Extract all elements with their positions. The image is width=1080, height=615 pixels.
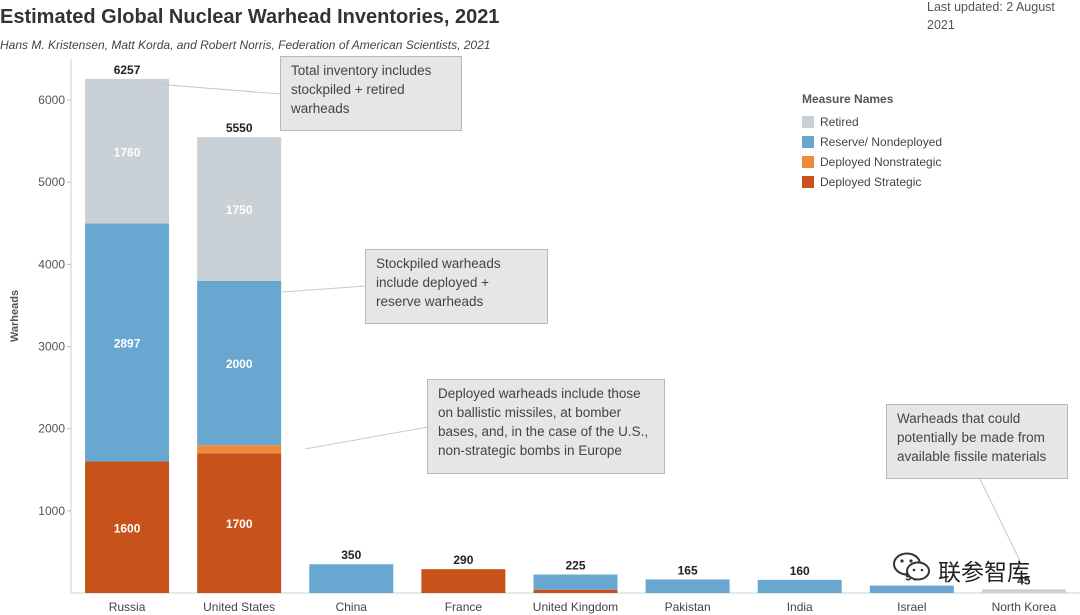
legend-item-reserve[interactable]: Reserve/ Nondeployed	[802, 132, 942, 152]
legend-title: Measure Names	[802, 92, 894, 106]
legend-item-retired[interactable]: Retired	[802, 112, 942, 132]
segment-label-united-states-deployed-strategic: 1700	[226, 517, 253, 531]
bar-united-kingdom-deployed-strategic	[533, 589, 618, 593]
x-tick-label-pakistan: Pakistan	[665, 600, 711, 614]
y-tick-label-1000: 1000	[38, 504, 65, 518]
bar-united-states-retired	[197, 137, 282, 281]
bar-russia-reserve-nondeployed	[85, 223, 170, 462]
y-tick-label-6000: 6000	[38, 93, 65, 107]
legend-swatch-deployed-strategic	[802, 176, 814, 188]
legend: Measure Names Retired Reserve/ Nondeploy…	[802, 92, 942, 192]
total-label-china: 350	[341, 548, 361, 562]
legend-label-deployed-nonstrategic: Deployed Nonstrategic	[820, 155, 942, 169]
legend-swatch-retired	[802, 116, 814, 128]
legend-label-deployed-strategic: Deployed Strategic	[820, 175, 922, 189]
annotation-fissile: Warheads that could potentially be made …	[886, 404, 1068, 479]
x-tick-label-united-states: United States	[203, 600, 275, 614]
legend-item-deployed-nonstrategic[interactable]: Deployed Nonstrategic	[802, 152, 942, 172]
annotation-leader-2	[281, 285, 367, 293]
x-tick-label-india: India	[787, 600, 813, 614]
annotation-leader-1	[154, 83, 282, 95]
total-label-india: 160	[790, 564, 810, 578]
y-tick-label-3000: 3000	[38, 340, 65, 354]
bar-india-reserve-nondeployed	[757, 579, 842, 593]
watermark: 联参智库	[892, 551, 1030, 588]
x-tick-label-united-kingdom: United Kingdom	[533, 600, 618, 614]
segment-label-russia-retired: 1760	[114, 145, 141, 159]
total-label-north-korea: 45	[1017, 573, 1031, 587]
bar-north-korea-retired	[981, 589, 1066, 593]
legend-item-deployed-strategic[interactable]: Deployed Strategic	[802, 172, 942, 192]
last-updated-text: Last updated: 2 August 2021	[927, 0, 1055, 32]
bar-israel-reserve-nondeployed	[869, 585, 954, 593]
bar-pakistan-reserve-nondeployed	[645, 579, 730, 593]
chart-title: Estimated Global Nuclear Warhead Invento…	[0, 6, 500, 28]
annotation-leader-3	[304, 426, 429, 450]
x-tick-label-israel: Israel	[897, 600, 926, 614]
segment-label-russia-reserve-nondeployed: 2897	[114, 337, 141, 351]
segment-label-united-states-reserve-nondeployed: 2000	[226, 357, 253, 371]
bar-france-deployed-strategic	[421, 569, 506, 593]
total-label-france: 290	[453, 553, 473, 567]
bar-united-states-deployed-nonstrategic	[197, 445, 282, 454]
chart-subtitle: Hans M. Kristensen, Matt Korda, and Robe…	[0, 38, 491, 52]
wechat-icon	[892, 551, 932, 588]
total-label-pakistan: 165	[678, 563, 698, 577]
annotation-total-inventory: Total inventory includes stockpiled + re…	[280, 56, 462, 131]
total-label-united-states: 5550	[226, 121, 253, 135]
y-axis-label: Warheads	[9, 290, 21, 342]
x-tick-label-china: China	[336, 600, 368, 614]
watermark-text: 联参智库	[938, 558, 1030, 585]
total-label-united-kingdom: 225	[565, 559, 585, 573]
bar-united-kingdom-reserve-nondeployed	[533, 574, 618, 590]
bar-china-reserve-nondeployed	[309, 564, 394, 593]
segment-label-united-states-retired: 1750	[226, 203, 253, 217]
x-tick-label-russia: Russia	[109, 600, 146, 614]
segment-label-russia-deployed-strategic: 1600	[114, 521, 141, 535]
legend-swatch-deployed-nonstrategic	[802, 156, 814, 168]
annotation-stockpiled: Stockpiled warheads include deployed + r…	[365, 249, 548, 324]
legend-swatch-reserve	[802, 136, 814, 148]
y-tick-label-2000: 2000	[38, 422, 65, 436]
annotation-deployed: Deployed warheads include those on balli…	[427, 379, 665, 474]
x-tick-label-north-korea: North Korea	[992, 600, 1057, 614]
bar-united-states-reserve-nondeployed	[197, 280, 282, 446]
annotation-leader-4	[979, 478, 1021, 562]
legend-label-retired: Retired	[820, 115, 859, 129]
y-tick-label-4000: 4000	[38, 257, 65, 271]
y-tick-label-5000: 5000	[38, 175, 65, 189]
bar-russia-deployed-strategic	[85, 461, 170, 593]
bar-united-states-deployed-strategic	[197, 453, 282, 593]
total-label-russia: 6257	[114, 63, 141, 77]
bar-russia-retired	[85, 78, 170, 224]
x-tick-label-france: France	[445, 600, 483, 614]
legend-label-reserve: Reserve/ Nondeployed	[820, 135, 943, 149]
